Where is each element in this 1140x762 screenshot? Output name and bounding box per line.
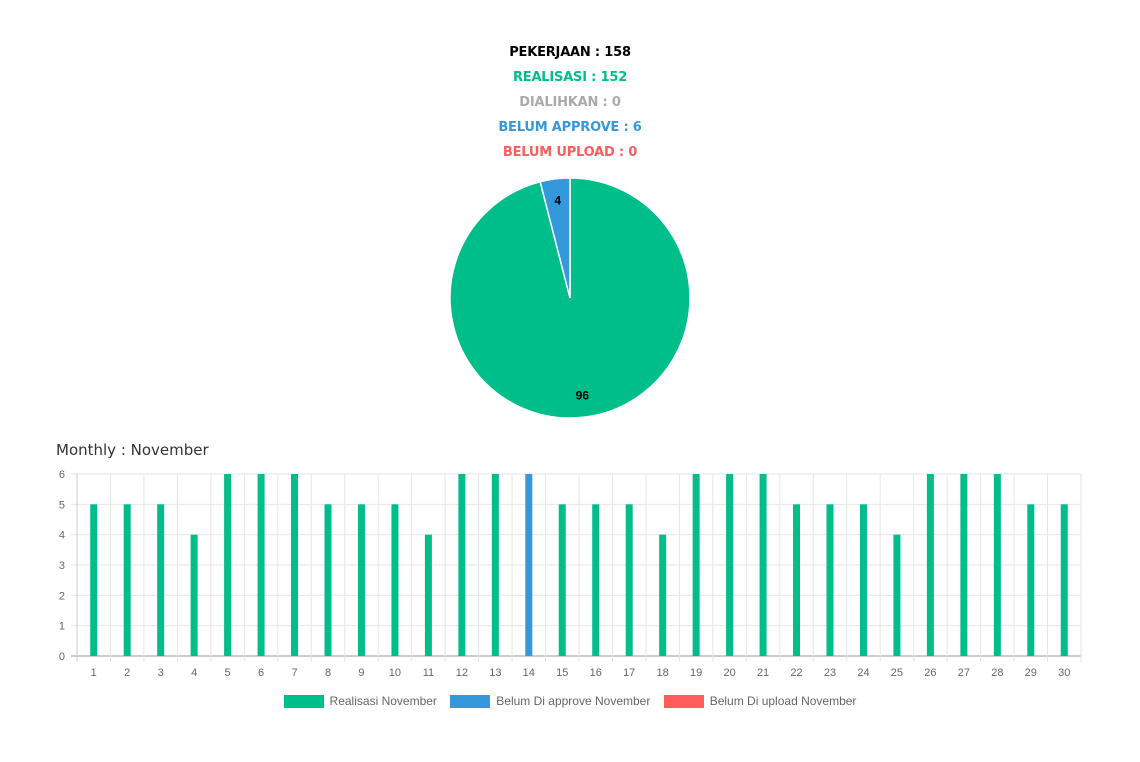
summary-panel: PEKERJAAN : 158 REALISASI : 152 DIALIHKA… (0, 40, 1140, 165)
y-tick-label: 3 (59, 560, 65, 572)
x-tick-label: 8 (325, 667, 331, 679)
legend-item-realisasi[interactable]: Realisasi November (283, 693, 437, 709)
legend-swatch-belum-upload (663, 694, 704, 708)
legend-item-belum-approve[interactable]: Belum Di approve November (450, 693, 650, 708)
x-tick-label: 16 (590, 667, 602, 679)
bar-realisasi[interactable] (391, 504, 399, 656)
bar-realisasi[interactable] (793, 504, 801, 656)
bar-realisasi[interactable] (190, 534, 198, 656)
x-tick-label: 4 (191, 667, 197, 679)
x-tick-label: 25 (891, 667, 903, 679)
bar-realisasi[interactable] (859, 504, 867, 656)
bar-realisasi[interactable] (960, 474, 968, 656)
x-tick-label: 15 (556, 667, 568, 679)
x-tick-label: 23 (824, 667, 836, 679)
bar-realisasi[interactable] (157, 504, 165, 656)
bar-realisasi[interactable] (458, 474, 466, 656)
x-tick-label: 29 (1025, 667, 1037, 679)
pekerjaan-total: PEKERJAAN : 158 (509, 45, 631, 60)
x-tick-label: 30 (1058, 667, 1070, 679)
legend-label-belum-approve: Belum Di approve November (496, 694, 651, 709)
bar-realisasi[interactable] (1060, 504, 1068, 656)
bar-realisasi[interactable] (926, 474, 934, 656)
x-tick-label: 18 (657, 667, 669, 679)
y-tick-label: 5 (59, 499, 65, 511)
legend: Realisasi November Belum Di approve Nove… (0, 693, 1140, 708)
x-tick-label: 26 (924, 667, 936, 679)
bar-realisasi[interactable] (291, 474, 299, 656)
monthly-title: Monthly : November (56, 441, 209, 459)
belum-approve-total: BELUM APPROVE : 6 (498, 120, 642, 135)
x-tick-label: 2 (124, 667, 130, 679)
pie-slice-label-0: 96 (576, 389, 590, 403)
bar-realisasi[interactable] (224, 474, 232, 656)
x-tick-label: 3 (158, 667, 164, 679)
legend-item-belum-upload[interactable]: Belum Di upload November (663, 693, 857, 709)
y-tick-label: 4 (59, 530, 65, 542)
x-tick-label: 6 (258, 667, 264, 679)
bar-realisasi[interactable] (893, 534, 901, 656)
y-tick-label: 0 (59, 651, 65, 663)
legend-label-belum-upload: Belum Di upload November (709, 694, 857, 709)
bar-realisasi[interactable] (659, 534, 667, 656)
y-tick-label: 2 (59, 590, 65, 602)
legend-swatch-realisasi (283, 694, 324, 708)
belum-upload-total: BELUM UPLOAD : 0 (502, 145, 638, 160)
bar-realisasi[interactable] (357, 504, 365, 656)
bar-realisasi[interactable] (90, 504, 98, 656)
x-tick-label: 22 (790, 667, 802, 679)
bar-realisasi[interactable] (759, 474, 767, 656)
x-tick-label: 7 (291, 667, 297, 679)
y-tick-label: 1 (59, 621, 65, 633)
x-tick-label: 9 (358, 667, 364, 679)
x-tick-label: 13 (489, 667, 501, 679)
bar-realisasi[interactable] (993, 474, 1001, 656)
pie-chart: 96 4 (449, 177, 691, 419)
x-tick-label: 1 (91, 667, 97, 679)
x-tick-label: 11 (423, 667, 434, 679)
bar-realisasi[interactable] (324, 504, 332, 656)
legend-label-realisasi: Realisasi November (329, 694, 437, 709)
x-tick-label: 12 (456, 667, 468, 679)
realisasi-total: REALISASI : 152 (512, 70, 628, 85)
x-tick-label: 5 (225, 667, 231, 679)
bar-realisasi[interactable] (558, 504, 566, 656)
x-tick-label: 28 (991, 667, 1003, 679)
x-tick-label: 24 (857, 667, 869, 679)
dialihkan-total: DIALIHKAN : 0 (519, 95, 621, 110)
x-tick-label: 14 (523, 667, 535, 679)
x-tick-label: 10 (389, 667, 401, 679)
bar-realisasi[interactable] (592, 504, 600, 656)
bar-belum-approve[interactable] (525, 474, 533, 656)
pie-slice-1[interactable] (539, 177, 571, 299)
x-tick-label: 20 (723, 667, 735, 679)
bar-realisasi[interactable] (1027, 504, 1035, 656)
pie-slice-label-1: 4 (554, 193, 561, 207)
legend-swatch-belum-approve (450, 694, 491, 708)
x-tick-label: 21 (757, 667, 769, 679)
bar-realisasi[interactable] (123, 504, 131, 656)
bar-realisasi[interactable] (491, 474, 499, 656)
bar-realisasi[interactable] (257, 474, 265, 656)
x-tick-label: 27 (958, 667, 970, 679)
x-tick-label: 19 (690, 667, 702, 679)
bar-realisasi[interactable] (726, 474, 734, 656)
bar-realisasi[interactable] (692, 474, 700, 656)
bar-realisasi[interactable] (424, 534, 432, 656)
x-tick-label: 17 (623, 667, 635, 679)
bar-realisasi[interactable] (625, 504, 633, 656)
y-tick-label: 6 (59, 469, 65, 481)
bar-realisasi[interactable] (826, 504, 834, 656)
